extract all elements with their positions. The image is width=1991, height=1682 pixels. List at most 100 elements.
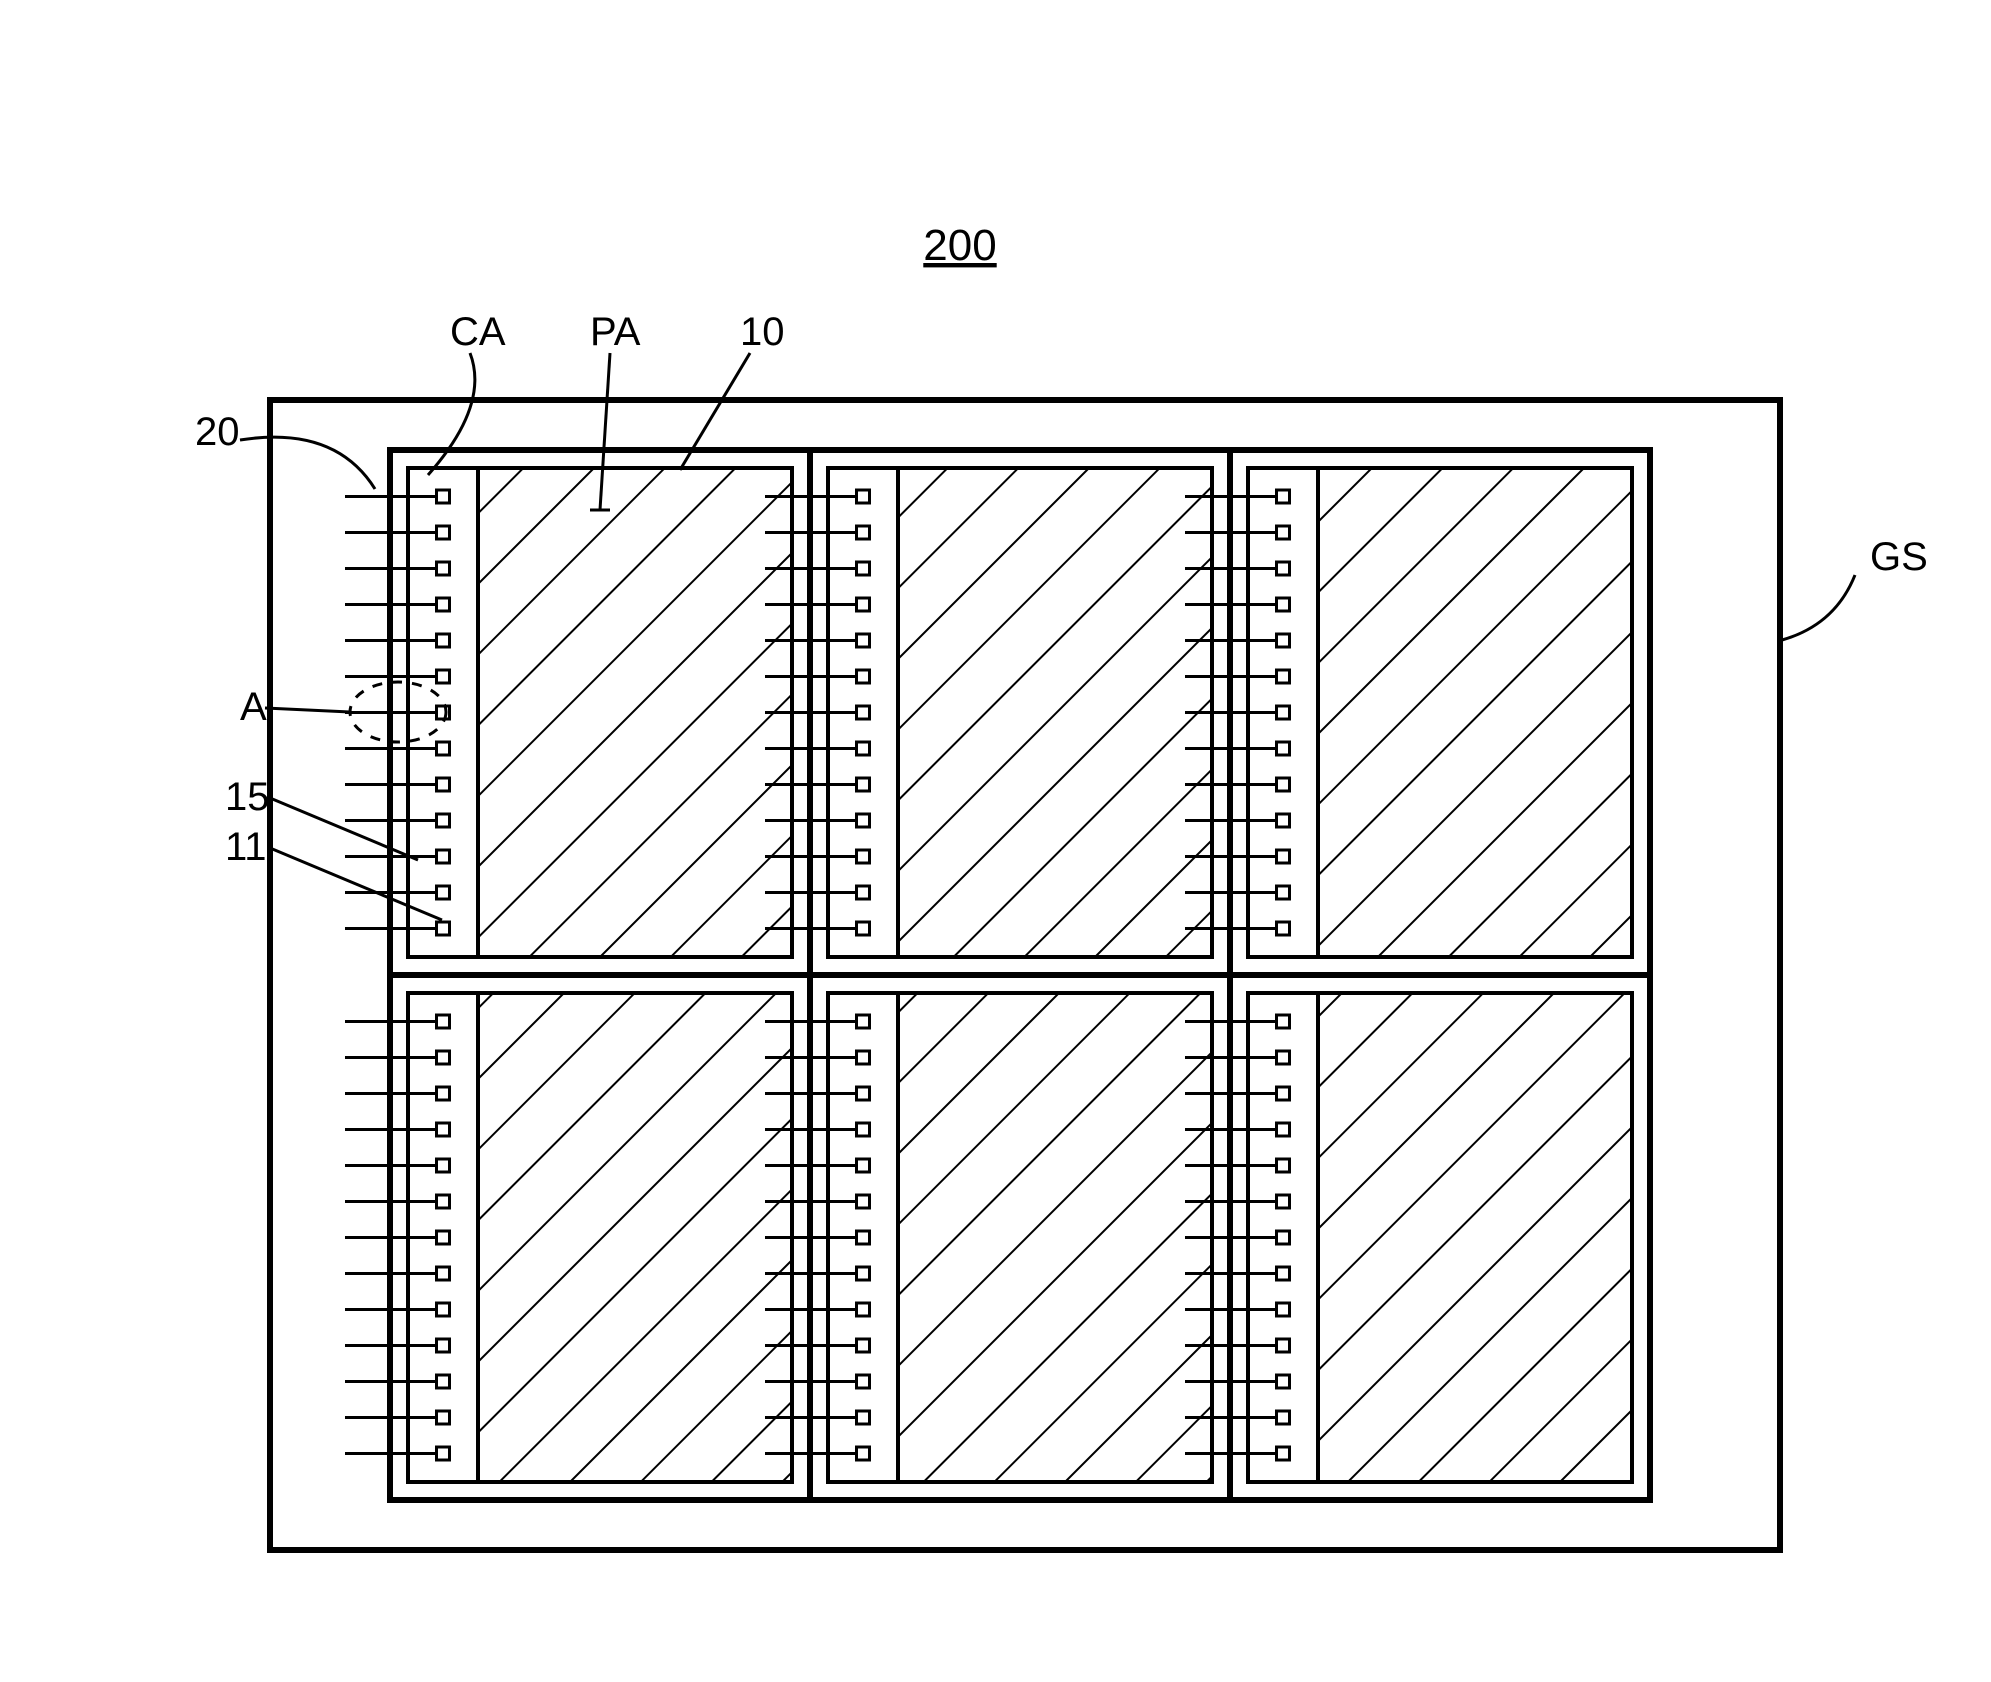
- bonding-pad: [857, 562, 870, 575]
- leader-CA: [428, 353, 475, 475]
- bonding-pad: [857, 670, 870, 683]
- bonding-pad: [857, 1339, 870, 1352]
- bonding-pad: [437, 778, 450, 791]
- bonding-pad: [1277, 1339, 1290, 1352]
- bonding-pad: [1277, 562, 1290, 575]
- pixel-area: [1318, 468, 1632, 957]
- bonding-pad: [1277, 850, 1290, 863]
- pixel-area: [478, 468, 792, 957]
- label-GS: GS: [1870, 535, 1928, 579]
- bonding-pad: [437, 1411, 450, 1424]
- chip-cell: [1185, 975, 1650, 1500]
- bonding-pad: [1277, 598, 1290, 611]
- bonding-pad: [437, 634, 450, 647]
- chip-cell: [1185, 450, 1650, 975]
- pixel-area: [898, 993, 1212, 1482]
- pixel-area: [898, 468, 1212, 957]
- bonding-pad: [857, 850, 870, 863]
- leader-GS: [1782, 575, 1855, 640]
- pixel-area: [1318, 993, 1632, 1482]
- bonding-pad: [1277, 1303, 1290, 1316]
- bonding-pad: [1277, 1411, 1290, 1424]
- bonding-pad: [857, 1303, 870, 1316]
- label-CA: CA: [450, 310, 506, 354]
- figure-svg: 200 CA PA 10 20 A 15 11 GS: [0, 0, 1991, 1682]
- bonding-pad: [1277, 634, 1290, 647]
- figure-number: 200: [923, 221, 996, 270]
- bonding-pad: [857, 490, 870, 503]
- bonding-pad: [437, 1123, 450, 1136]
- bonding-pad: [857, 1123, 870, 1136]
- bonding-pad: [857, 1195, 870, 1208]
- bonding-pad: [857, 922, 870, 935]
- bonding-pad: [437, 886, 450, 899]
- bonding-pad: [1277, 778, 1290, 791]
- bonding-pad: [437, 1303, 450, 1316]
- bonding-pad: [437, 1087, 450, 1100]
- bonding-pad: [1277, 1015, 1290, 1028]
- bonding-pad: [857, 886, 870, 899]
- leader-A: [265, 708, 350, 712]
- bonding-pad: [1277, 1087, 1290, 1100]
- bonding-pad: [1277, 1123, 1290, 1136]
- bonding-pad: [1277, 922, 1290, 935]
- bonding-pad: [857, 1159, 870, 1172]
- bonding-pad: [1277, 1267, 1290, 1280]
- bonding-pad: [857, 1087, 870, 1100]
- label-PA: PA: [590, 310, 641, 354]
- bonding-pad: [857, 742, 870, 755]
- bonding-pad: [437, 1375, 450, 1388]
- bonding-pad: [437, 1231, 450, 1244]
- bonding-pad: [437, 1339, 450, 1352]
- bonding-pad: [1277, 1447, 1290, 1460]
- bonding-pad: [437, 670, 450, 683]
- bonding-pad: [437, 490, 450, 503]
- bonding-pad: [857, 706, 870, 719]
- leader-20: [240, 437, 375, 489]
- bonding-pad: [437, 598, 450, 611]
- bonding-pad: [857, 1051, 870, 1064]
- bonding-pad: [1277, 742, 1290, 755]
- label-A: A: [240, 685, 267, 729]
- bonding-pad: [1277, 670, 1290, 683]
- bonding-pad: [437, 526, 450, 539]
- bonding-pad: [1277, 814, 1290, 827]
- label-11: 11: [225, 825, 267, 869]
- bonding-pad: [857, 1447, 870, 1460]
- bonding-pad: [857, 526, 870, 539]
- bonding-pad: [1277, 526, 1290, 539]
- bonding-pad: [857, 1411, 870, 1424]
- bonding-pad: [437, 1159, 450, 1172]
- pixel-area: [478, 993, 792, 1482]
- label-10: 10: [740, 310, 785, 354]
- bonding-pad: [437, 814, 450, 827]
- bonding-pad: [1277, 490, 1290, 503]
- label-15: 15: [225, 775, 270, 819]
- bonding-pad: [1277, 1159, 1290, 1172]
- bonding-pad: [437, 562, 450, 575]
- bonding-pad: [1277, 1231, 1290, 1244]
- bonding-pad: [857, 1267, 870, 1280]
- bonding-pad: [857, 598, 870, 611]
- bonding-pad: [1277, 1051, 1290, 1064]
- leader-15: [270, 798, 418, 860]
- bonding-pad: [437, 922, 450, 935]
- bonding-pad: [857, 1375, 870, 1388]
- bonding-pad: [857, 1231, 870, 1244]
- bonding-pad: [437, 1267, 450, 1280]
- bonding-pad: [1277, 1195, 1290, 1208]
- bonding-pad: [437, 1051, 450, 1064]
- chip-cell: [765, 975, 1230, 1500]
- bonding-pad: [437, 1447, 450, 1460]
- bonding-pad: [1277, 706, 1290, 719]
- bonding-pad: [857, 814, 870, 827]
- chip-cell: [765, 450, 1230, 975]
- chip-cell: [345, 975, 810, 1500]
- bonding-pad: [437, 706, 450, 719]
- chip-cell: [345, 450, 810, 975]
- bonding-pad: [437, 1015, 450, 1028]
- bonding-pad: [437, 742, 450, 755]
- label-20: 20: [195, 410, 240, 454]
- bonding-pad: [857, 634, 870, 647]
- bonding-pad: [437, 850, 450, 863]
